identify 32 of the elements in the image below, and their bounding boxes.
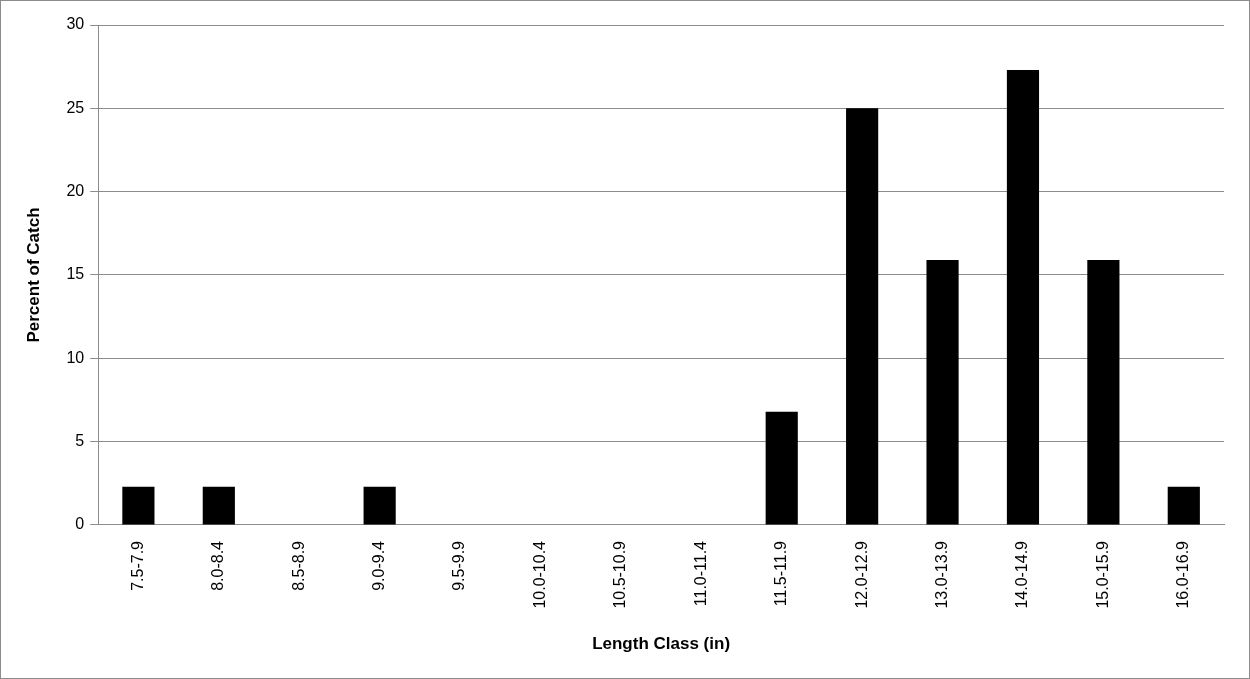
x-tick-label: 10.0-10.4	[530, 540, 548, 609]
x-tick-label: 8.0-8.4	[209, 540, 227, 591]
y-tick-label: 30	[66, 15, 85, 33]
y-tick-label: 10	[66, 348, 85, 366]
bar	[765, 411, 798, 525]
x-tick-label: 14.0-14.9	[1013, 540, 1031, 609]
bar	[846, 108, 879, 525]
bar	[363, 486, 396, 525]
x-tick-label: 16.0-16.9	[1174, 540, 1192, 609]
bar	[1167, 486, 1200, 525]
y-tick-label: 20	[66, 182, 85, 200]
x-tick-label: 13.0-13.9	[932, 540, 950, 609]
x-axis-title: Length Class (in)	[592, 634, 731, 654]
x-tick-label: 7.5-7.9	[128, 540, 146, 591]
bar	[926, 260, 959, 525]
x-tick-label: 9.5-9.9	[450, 540, 468, 591]
y-axis-title: Percent of Catch	[23, 207, 43, 343]
x-tick-label: 11.5-11.9	[772, 540, 790, 607]
x-tick-label: 10.5-10.9	[611, 540, 629, 609]
bar	[1087, 260, 1120, 525]
y-tick-label: 15	[66, 265, 85, 283]
bar	[122, 486, 155, 525]
x-tick-label: 11.0-11.4	[691, 540, 709, 607]
bar	[1006, 70, 1040, 525]
y-tick-label: 25	[66, 98, 85, 116]
bar	[202, 486, 235, 525]
x-tick-label: 15.0-15.9	[1093, 540, 1111, 609]
y-tick-label: 5	[75, 432, 85, 450]
x-tick-label: 8.5-8.9	[289, 540, 307, 591]
y-tick-label: 0	[75, 515, 85, 533]
x-tick-label: 9.0-9.4	[370, 540, 388, 591]
x-tick-label: 12.0-12.9	[852, 540, 870, 609]
